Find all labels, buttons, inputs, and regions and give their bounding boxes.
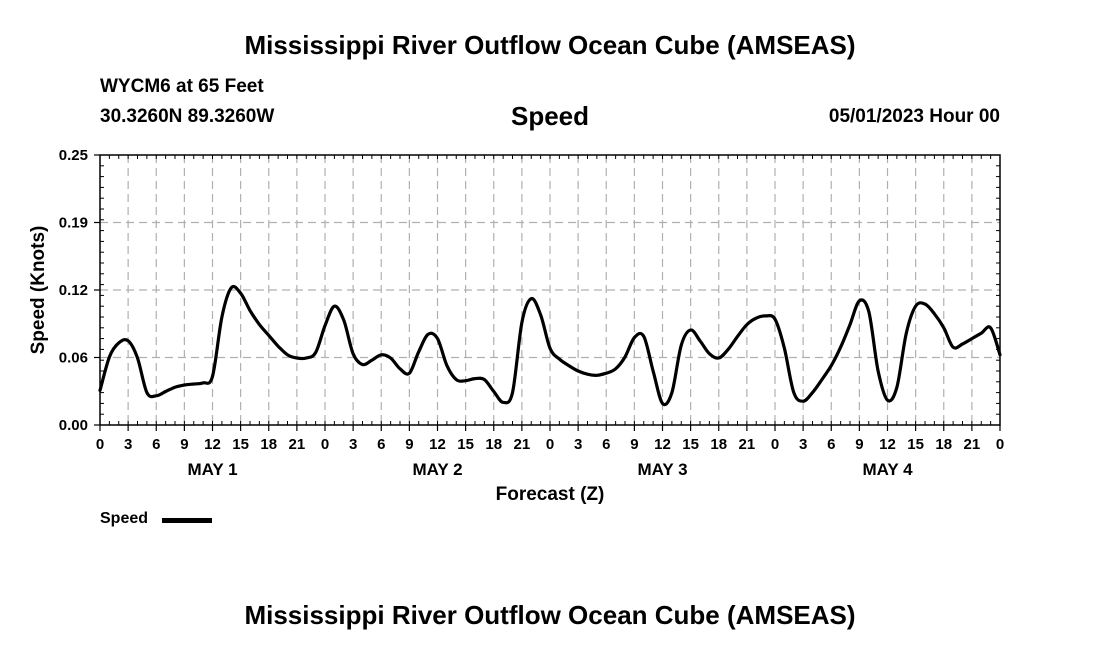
y-tick-label: 0.12 bbox=[59, 282, 88, 299]
x-tick-labels: 0 3 6 9 12 15 18 21 0 3 6 9 12 15 18 21 0 3 6 9 12 15 18 21 0 3 6 9… bbox=[96, 436, 1004, 453]
y-axis-label: Speed (Knots) bbox=[28, 226, 49, 355]
x-tick-label: 9 bbox=[180, 436, 188, 453]
x-tick-label: 6 bbox=[152, 436, 160, 453]
legend-label: Speed bbox=[100, 510, 149, 527]
forecast-datetime: 05/01/2023 Hour 00 bbox=[828, 106, 1000, 127]
x-tick-label: 3 bbox=[574, 436, 582, 453]
x-tick-label: 18 bbox=[260, 436, 277, 453]
x-tick-label: 21 bbox=[514, 436, 531, 453]
x-tick-label: 15 bbox=[232, 436, 249, 453]
day-label: MAY 1 bbox=[187, 460, 237, 479]
day-labels: MAY 1 MAY 2 MAY 3 MAY 4 bbox=[187, 460, 913, 479]
x-tick-label: 3 bbox=[124, 436, 132, 453]
speed-chart: Speed 0.000.060.120.190.25 0 3 6 9 12 15 18 21 0… bbox=[28, 101, 1004, 505]
x-tick-label: 0 bbox=[996, 436, 1004, 453]
grid-lines bbox=[100, 155, 1000, 425]
x-tick-label: 0 bbox=[546, 436, 554, 453]
plot-frame bbox=[99, 154, 1001, 426]
y-tick-label: 0.06 bbox=[59, 350, 88, 367]
x-tick-label: 3 bbox=[799, 436, 807, 453]
x-tick-label: 15 bbox=[682, 436, 699, 453]
x-axis-label: Forecast (Z) bbox=[496, 484, 605, 505]
chart-title-top: Mississippi River Outflow Ocean Cube (AM… bbox=[244, 30, 856, 60]
day-label: MAY 3 bbox=[637, 460, 687, 479]
x-tick-label: 9 bbox=[630, 436, 638, 453]
x-tick-label: 9 bbox=[855, 436, 863, 453]
x-tick-label: 12 bbox=[654, 436, 671, 453]
x-tick-label: 9 bbox=[405, 436, 413, 453]
station-label: WYCM6 at 65 Feet bbox=[100, 76, 264, 97]
day-label: MAY 2 bbox=[412, 460, 462, 479]
legend-line-swatch bbox=[162, 518, 212, 523]
x-tick-label: 21 bbox=[739, 436, 756, 453]
x-tick-label: 3 bbox=[349, 436, 357, 453]
x-tick-label: 18 bbox=[710, 436, 727, 453]
x-tick-label: 21 bbox=[964, 436, 981, 453]
x-tick-label: 18 bbox=[485, 436, 502, 453]
x-tick-label: 18 bbox=[935, 436, 952, 453]
x-tick-label: 0 bbox=[771, 436, 779, 453]
x-tick-label: 15 bbox=[907, 436, 924, 453]
x-tick-label: 6 bbox=[377, 436, 385, 453]
x-tick-label: 6 bbox=[827, 436, 835, 453]
x-tick-label: 12 bbox=[204, 436, 221, 453]
speed-series-line bbox=[98, 284, 1002, 407]
y-tick-label: 0.25 bbox=[59, 147, 88, 164]
day-label: MAY 4 bbox=[862, 460, 913, 479]
x-tick-label: 21 bbox=[289, 436, 306, 453]
y-tick-label: 0.00 bbox=[59, 417, 88, 434]
coordinates-label: 30.3260N 89.3260W bbox=[100, 106, 275, 127]
chart-title-bottom: Mississippi River Outflow Ocean Cube (AM… bbox=[244, 600, 856, 630]
x-tick-label: 15 bbox=[457, 436, 474, 453]
plot-title: Speed bbox=[511, 101, 589, 131]
x-tick-label: 12 bbox=[879, 436, 896, 453]
x-tick-label: 0 bbox=[96, 436, 104, 453]
x-tick-label: 0 bbox=[321, 436, 329, 453]
x-tick-label: 6 bbox=[602, 436, 610, 453]
y-tick-labels: 0.00 0.06 0.12 0.19 0.25 bbox=[59, 147, 88, 434]
x-tick-label: 12 bbox=[429, 436, 446, 453]
y-tick-label: 0.19 bbox=[59, 215, 88, 232]
